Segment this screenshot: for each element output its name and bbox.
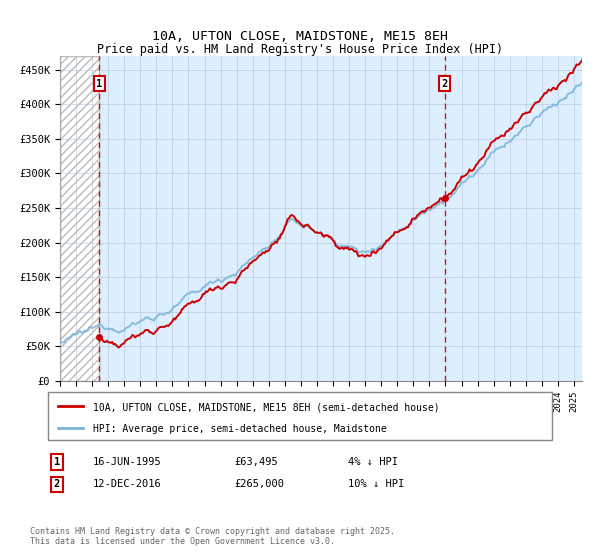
Text: 1: 1 — [96, 78, 103, 88]
Text: 10A, UFTON CLOSE, MAIDSTONE, ME15 8EH (semi-detached house): 10A, UFTON CLOSE, MAIDSTONE, ME15 8EH (s… — [94, 402, 440, 412]
Text: 16-JUN-1995: 16-JUN-1995 — [93, 457, 162, 467]
Text: HPI: Average price, semi-detached house, Maidstone: HPI: Average price, semi-detached house,… — [94, 424, 387, 433]
Text: 12-DEC-2016: 12-DEC-2016 — [93, 479, 162, 489]
Text: Price paid vs. HM Land Registry's House Price Index (HPI): Price paid vs. HM Land Registry's House … — [97, 43, 503, 56]
Text: £63,495: £63,495 — [234, 457, 278, 467]
Text: 10A, UFTON CLOSE, MAIDSTONE, ME15 8EH: 10A, UFTON CLOSE, MAIDSTONE, ME15 8EH — [152, 30, 448, 43]
Text: £265,000: £265,000 — [234, 479, 284, 489]
Text: 2: 2 — [54, 479, 60, 489]
Text: 10% ↓ HPI: 10% ↓ HPI — [348, 479, 404, 489]
Text: 4% ↓ HPI: 4% ↓ HPI — [348, 457, 398, 467]
Bar — [60, 56, 100, 381]
Text: 1: 1 — [54, 457, 60, 467]
Text: Contains HM Land Registry data © Crown copyright and database right 2025.
This d: Contains HM Land Registry data © Crown c… — [30, 526, 395, 546]
Text: 2: 2 — [442, 78, 448, 88]
